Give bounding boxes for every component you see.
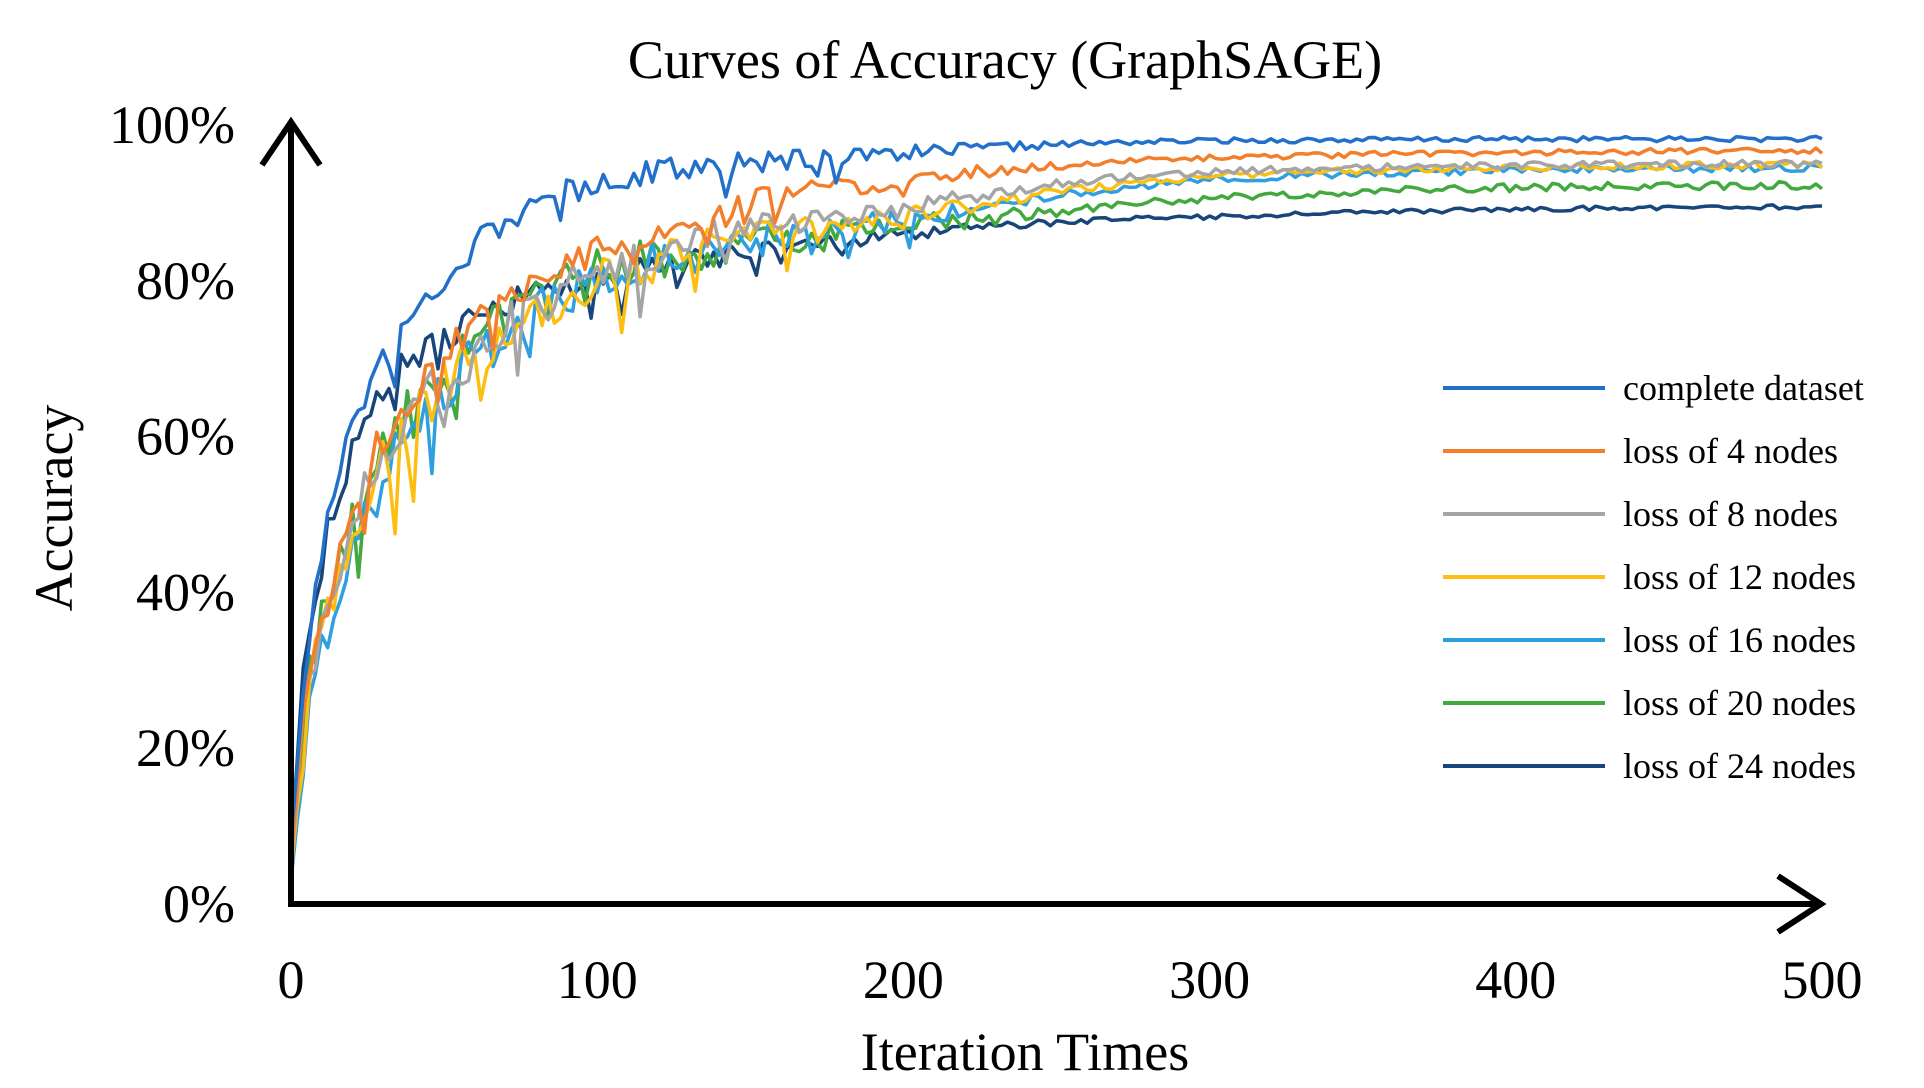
legend-label: loss of 20 nodes xyxy=(1623,683,1856,723)
y-axis-label: Accuracy xyxy=(24,405,84,612)
y-tick-label: 40% xyxy=(136,562,235,622)
x-tick-labels: 0 100 200 300 400 500 xyxy=(278,950,1863,1010)
legend-label: loss of 16 nodes xyxy=(1623,620,1856,660)
series-line xyxy=(289,158,1823,866)
plot-series xyxy=(289,134,1824,881)
series-line xyxy=(289,179,1824,866)
y-tick-label: 20% xyxy=(136,718,235,778)
x-tick-label: 100 xyxy=(557,950,638,1010)
y-tick-label: 60% xyxy=(136,407,235,467)
legend-label: loss of 4 nodes xyxy=(1623,431,1838,471)
y-tick-label: 100% xyxy=(109,95,235,155)
x-axis-arrow-icon xyxy=(1776,873,1827,935)
axes xyxy=(259,116,1827,935)
legend-label: complete dataset xyxy=(1623,368,1864,408)
y-tick-labels: 0% 20% 40% 60% 80% 100% xyxy=(109,95,235,934)
legend-label: loss of 12 nodes xyxy=(1623,557,1856,597)
x-tick-label: 200 xyxy=(863,950,944,1010)
x-tick-label: 400 xyxy=(1475,950,1556,1010)
legend-label: loss of 8 nodes xyxy=(1623,494,1838,534)
series-line xyxy=(289,134,1823,842)
x-tick-label: 300 xyxy=(1169,950,1250,1010)
legend-label: loss of 24 nodes xyxy=(1623,746,1856,786)
x-tick-label: 500 xyxy=(1782,950,1863,1010)
x-tick-label: 0 xyxy=(278,950,305,1010)
y-tick-label: 80% xyxy=(136,251,235,311)
chart-title: Curves of Accuracy (GraphSAGE) xyxy=(628,30,1382,90)
y-axis-arrow-icon xyxy=(259,116,323,167)
y-tick-label: 0% xyxy=(163,874,235,934)
legend: complete dataset loss of 4 nodes loss of 8… xyxy=(1443,368,1864,786)
series-line xyxy=(289,162,1823,881)
series-line xyxy=(289,146,1824,858)
x-axis-label: Iteration Times xyxy=(861,1022,1190,1082)
series-line xyxy=(289,203,1823,850)
